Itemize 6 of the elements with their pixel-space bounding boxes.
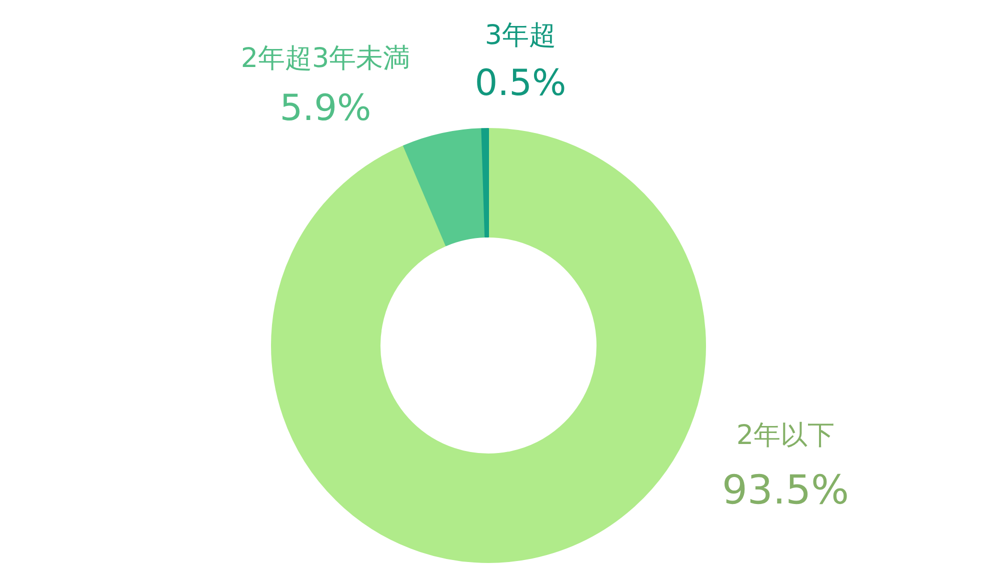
slice-label: 2年以下 [736, 420, 835, 451]
data-label: 0.5% [474, 63, 566, 104]
data-label: 5.9% [280, 88, 372, 129]
data-label: 93.5% [722, 468, 850, 514]
slice-label: 3年超 [484, 20, 556, 51]
slice-label: 2年超3年未満 [240, 43, 410, 74]
